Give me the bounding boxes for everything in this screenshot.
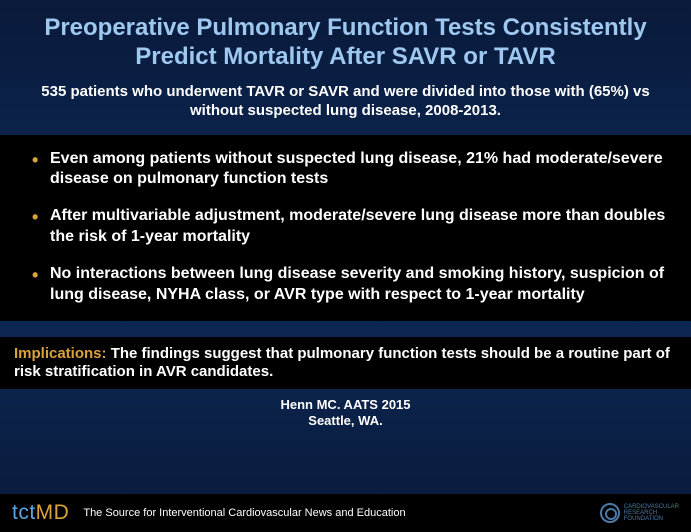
slide-title: Preoperative Pulmonary Function Tests Co… — [18, 14, 673, 72]
bullet-2: After multivariable adjustment, moderate… — [32, 206, 671, 248]
logo-md: MD — [36, 501, 70, 525]
implications-text: The findings suggest that pulmonary func… — [14, 345, 670, 380]
crf-logo: Cardiovascular Research Foundation — [600, 503, 679, 523]
footer-bar: tctMD The Source for Interventional Card… — [0, 494, 691, 532]
body-box: Even among patients without suspected lu… — [0, 135, 691, 322]
slide-subtitle: 535 patients who underwent TAVR or SAVR … — [18, 82, 673, 121]
implications-label: Implications: — [14, 345, 111, 362]
implications-box: Implications: The findings suggest that … — [0, 337, 691, 389]
crf-logo-icon — [600, 503, 620, 523]
bullet-1: Even among patients without suspected lu… — [32, 149, 671, 191]
slide-container: Preoperative Pulmonary Function Tests Co… — [0, 0, 691, 532]
bullet-3: No interactions between lung disease sev… — [32, 264, 671, 306]
citation: Henn MC. AATS 2015 Seattle, WA. — [18, 397, 673, 428]
citation-line1: Henn MC. AATS 2015 — [18, 397, 673, 413]
crf-logo-text: Cardiovascular Research Foundation — [624, 504, 679, 522]
citation-line2: Seattle, WA. — [18, 413, 673, 429]
logo-tct: tct — [12, 501, 36, 525]
tctmd-logo: tctMD — [12, 501, 69, 525]
footer-tagline: The Source for Interventional Cardiovasc… — [83, 507, 405, 519]
